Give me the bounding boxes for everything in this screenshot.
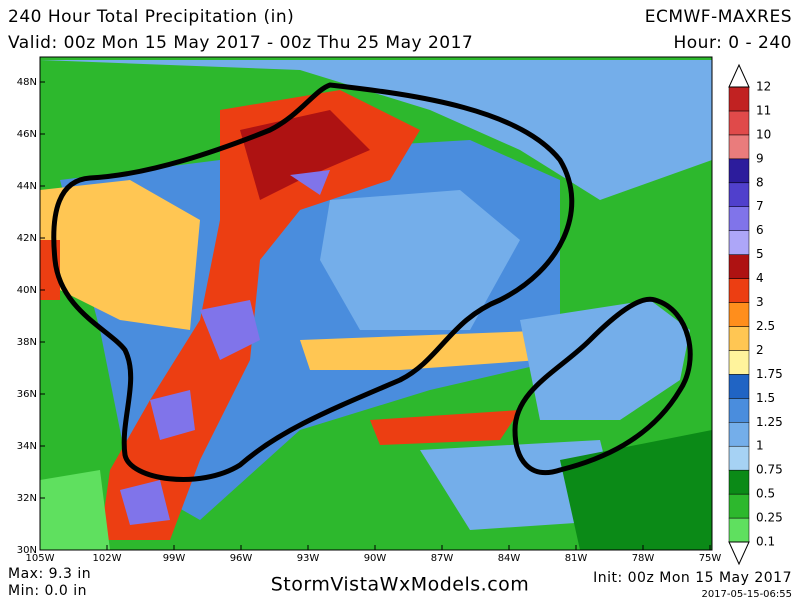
lat-label: 48N bbox=[17, 77, 37, 88]
colorbar-bin bbox=[728, 230, 750, 255]
colorbar-label: 0.5 bbox=[756, 487, 775, 501]
lat-label: 30N bbox=[17, 545, 37, 556]
colorbar-bin bbox=[728, 493, 750, 519]
hour-range: Hour: 0 - 240 bbox=[674, 33, 793, 53]
lon-label: 96W bbox=[230, 553, 253, 564]
valid-time: Valid: 00z Mon 15 May 2017 - 00z Thu 25 … bbox=[8, 33, 473, 53]
lon-label: 81W bbox=[565, 553, 588, 564]
colorbar-label: 5 bbox=[756, 247, 764, 261]
lon-label: 93W bbox=[297, 553, 320, 564]
lat-label: 36N bbox=[17, 389, 37, 400]
lat-label: 42N bbox=[17, 233, 37, 244]
site-name: StormVistaWxModels.com bbox=[271, 574, 530, 596]
colorbar-bin bbox=[728, 278, 750, 303]
lat-label: 34N bbox=[17, 441, 37, 452]
highlight-contour bbox=[512, 296, 693, 476]
map-frame bbox=[39, 56, 713, 551]
lon-label: 99W bbox=[163, 553, 186, 564]
lon-label: 84W bbox=[498, 553, 521, 564]
lon-label: 78W bbox=[632, 553, 655, 564]
lat-label: 44N bbox=[17, 181, 37, 192]
max-value: Max: 9.3 in bbox=[8, 566, 91, 582]
colorbar-label: 1.25 bbox=[756, 415, 783, 429]
min-value: Min: 0.0 in bbox=[8, 583, 87, 599]
colorbar-label: 10 bbox=[756, 127, 771, 141]
colorbar-label: 0.1 bbox=[756, 535, 775, 549]
map-field bbox=[40, 57, 712, 550]
colorbar-label: 1.5 bbox=[756, 391, 775, 405]
colorbar-bin bbox=[728, 254, 750, 279]
colorbar-bin bbox=[728, 517, 750, 543]
model-name: ECMWF-MAXRES bbox=[645, 7, 792, 27]
colorbar-under bbox=[728, 541, 750, 566]
colorbar-label: 1.75 bbox=[756, 367, 783, 381]
colorbar-label: 12 bbox=[756, 80, 771, 94]
colorbar-bin bbox=[728, 134, 750, 160]
title: 240 Hour Total Precipitation (in) bbox=[8, 7, 294, 27]
colorbar-label: 1 bbox=[756, 439, 764, 453]
highlight-contour bbox=[51, 82, 575, 482]
colorbar-bin bbox=[728, 86, 750, 112]
colorbar-label: 11 bbox=[756, 103, 771, 117]
colorbar-label: 6 bbox=[756, 223, 764, 237]
colorbar-label: 7 bbox=[756, 199, 764, 213]
lat-label: 46N bbox=[17, 129, 37, 140]
timestamp: 2017-05-15-06:55 bbox=[701, 589, 792, 600]
colorbar-bin bbox=[728, 350, 750, 375]
colorbar-label: 2 bbox=[756, 343, 764, 357]
colorbar-label: 0.25 bbox=[756, 511, 783, 525]
colorbar-bin bbox=[728, 374, 750, 399]
lat-label: 38N bbox=[17, 337, 37, 348]
colorbar-label: 8 bbox=[756, 175, 764, 189]
colorbar-bin bbox=[728, 110, 750, 136]
lat-label: 32N bbox=[17, 493, 37, 504]
colorbar-label: 0.75 bbox=[756, 463, 783, 477]
lon-label: 75W bbox=[699, 553, 722, 564]
init-time: Init: 00z Mon 15 May 2017 bbox=[593, 570, 792, 586]
colorbar-label: 4 bbox=[756, 271, 764, 285]
colorbar-bin bbox=[728, 182, 750, 207]
colorbar-over bbox=[728, 63, 750, 88]
colorbar-label: 2.5 bbox=[756, 319, 775, 333]
colorbar-bin bbox=[728, 302, 750, 327]
lon-label: 90W bbox=[364, 553, 387, 564]
colorbar-label: 3 bbox=[756, 295, 764, 309]
lon-label: 87W bbox=[431, 553, 454, 564]
colorbar-bin bbox=[728, 469, 750, 495]
colorbar-bin bbox=[728, 206, 750, 231]
colorbar-bin bbox=[728, 445, 750, 471]
colorbar-bin bbox=[728, 422, 750, 447]
colorbar-bin bbox=[728, 158, 750, 184]
lat-label: 40N bbox=[17, 285, 37, 296]
colorbar-label: 9 bbox=[756, 151, 764, 165]
lon-label: 102W bbox=[93, 553, 122, 564]
colorbar-bin bbox=[728, 398, 750, 423]
lon-label: 105W bbox=[26, 553, 55, 564]
colorbar-bin bbox=[728, 326, 750, 351]
